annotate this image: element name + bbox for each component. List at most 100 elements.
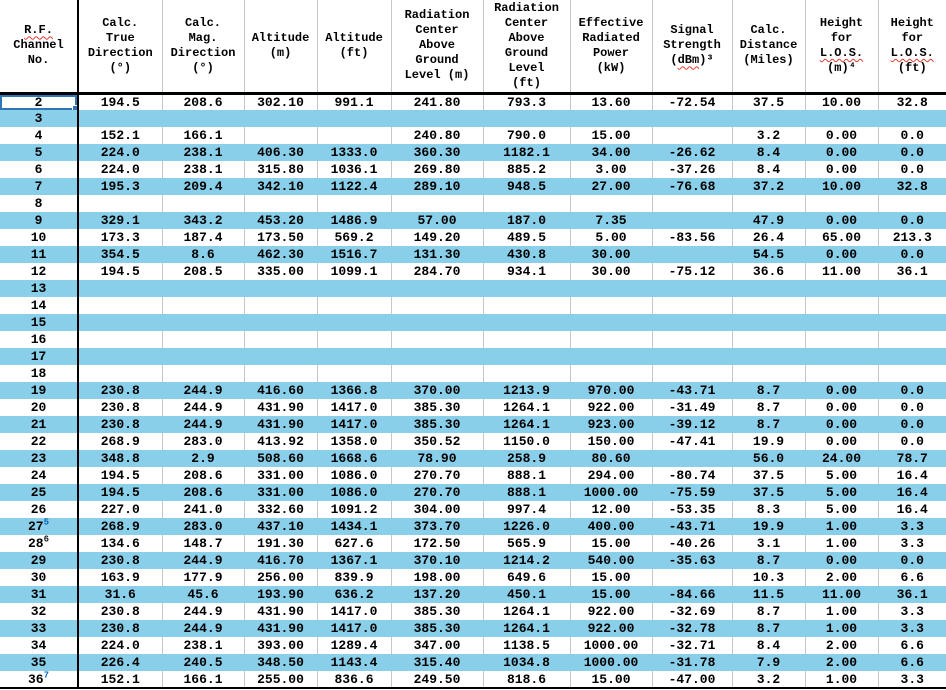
cell-altitude-ft[interactable]: 1036.1	[317, 161, 392, 178]
cell-signal-strength[interactable]	[652, 569, 733, 586]
cell-altitude-m[interactable]: 431.90	[244, 399, 318, 416]
cell-true-direction[interactable]	[78, 314, 163, 331]
cell-signal-strength[interactable]: -75.59	[652, 484, 733, 501]
cell-altitude-ft[interactable]: 636.2	[317, 586, 392, 603]
cell-los-m[interactable]: 0.00	[805, 127, 879, 144]
cell-rad-center-ft[interactable]: 649.6	[483, 569, 571, 586]
cell-erp-kw[interactable]: 294.00	[570, 467, 653, 484]
cell-erp-kw[interactable]	[570, 297, 653, 314]
cell-distance-miles[interactable]: 54.5	[732, 246, 806, 263]
cell-true-direction[interactable]: 230.8	[78, 620, 163, 637]
cell-mag-direction[interactable]: 208.5	[162, 263, 245, 280]
cell-signal-strength[interactable]: -35.63	[652, 552, 733, 569]
cell-signal-strength[interactable]: -53.35	[652, 501, 733, 518]
cell-signal-strength[interactable]: -31.49	[652, 399, 733, 416]
cell-channel[interactable]: 3	[0, 110, 79, 127]
cell-altitude-m[interactable]: 431.90	[244, 603, 318, 620]
cell-distance-miles[interactable]: 8.4	[732, 161, 806, 178]
cell-distance-miles[interactable]: 8.4	[732, 144, 806, 161]
cell-rad-center-m[interactable]: 315.40	[391, 654, 484, 671]
cell-altitude-ft[interactable]: 1417.0	[317, 620, 392, 637]
cell-channel[interactable]: 6	[0, 161, 79, 178]
cell-los-m[interactable]: 1.00	[805, 620, 879, 637]
cell-true-direction[interactable]: 194.5	[78, 93, 163, 110]
cell-rad-center-m[interactable]	[391, 314, 484, 331]
cell-distance-miles[interactable]: 7.9	[732, 654, 806, 671]
cell-los-m[interactable]: 0.00	[805, 212, 879, 229]
cell-distance-miles[interactable]	[732, 110, 806, 127]
cell-signal-strength[interactable]: -40.26	[652, 535, 733, 552]
cell-distance-miles[interactable]: 19.9	[732, 433, 806, 450]
cell-rad-center-ft[interactable]: 565.9	[483, 535, 571, 552]
cell-mag-direction[interactable]: 238.1	[162, 144, 245, 161]
col-header-rad-center-m[interactable]: Radiation Center Above Ground Level (m)	[391, 0, 484, 95]
cell-erp-kw[interactable]: 400.00	[570, 518, 653, 535]
cell-signal-strength[interactable]	[652, 246, 733, 263]
cell-altitude-ft[interactable]	[317, 348, 392, 365]
cell-channel[interactable]: 20	[0, 399, 79, 416]
cell-los-m[interactable]: 65.00	[805, 229, 879, 246]
cell-true-direction[interactable]: 224.0	[78, 144, 163, 161]
cell-rad-center-m[interactable]: 269.80	[391, 161, 484, 178]
cell-true-direction[interactable]: 224.0	[78, 161, 163, 178]
cell-mag-direction[interactable]: 283.0	[162, 518, 245, 535]
cell-altitude-ft[interactable]: 839.9	[317, 569, 392, 586]
cell-signal-strength[interactable]: -80.74	[652, 467, 733, 484]
cell-altitude-ft[interactable]: 1417.0	[317, 603, 392, 620]
cell-los-m[interactable]: 0.00	[805, 144, 879, 161]
cell-rad-center-m[interactable]: 370.00	[391, 382, 484, 399]
cell-rad-center-m[interactable]	[391, 365, 484, 382]
cell-distance-miles[interactable]: 47.9	[732, 212, 806, 229]
cell-mag-direction[interactable]	[162, 331, 245, 348]
cell-los-ft[interactable]: 0.0	[878, 144, 946, 161]
cell-signal-strength[interactable]	[652, 314, 733, 331]
cell-rad-center-ft[interactable]: 1264.1	[483, 399, 571, 416]
cell-distance-miles[interactable]: 8.7	[732, 382, 806, 399]
cell-channel[interactable]: 5	[0, 144, 79, 161]
cell-rad-center-ft[interactable]	[483, 280, 571, 297]
cell-erp-kw[interactable]	[570, 314, 653, 331]
cell-channel[interactable]: 18	[0, 365, 79, 382]
cell-channel[interactable]: 7	[0, 178, 79, 195]
cell-altitude-ft[interactable]: 1434.1	[317, 518, 392, 535]
cell-los-m[interactable]	[805, 297, 879, 314]
cell-altitude-ft[interactable]: 1358.0	[317, 433, 392, 450]
cell-rad-center-m[interactable]: 289.10	[391, 178, 484, 195]
cell-altitude-m[interactable]: 508.60	[244, 450, 318, 467]
cell-los-ft[interactable]: 16.4	[878, 467, 946, 484]
cell-channel[interactable]: 23	[0, 450, 79, 467]
col-header-los-m[interactable]: Height for L.O.S. (m)⁴	[805, 0, 879, 95]
cell-signal-strength[interactable]: -43.71	[652, 382, 733, 399]
cell-distance-miles[interactable]: 8.7	[732, 603, 806, 620]
cell-altitude-ft[interactable]: 627.6	[317, 535, 392, 552]
cell-mag-direction[interactable]: 208.6	[162, 484, 245, 501]
cell-altitude-m[interactable]: 462.30	[244, 246, 318, 263]
cell-rad-center-ft[interactable]: 1264.1	[483, 603, 571, 620]
col-header-altitude-ft[interactable]: Altitude (ft)	[317, 0, 392, 95]
cell-signal-strength[interactable]: -84.66	[652, 586, 733, 603]
cell-altitude-ft[interactable]: 1333.0	[317, 144, 392, 161]
cell-true-direction[interactable]	[78, 348, 163, 365]
cell-los-m[interactable]: 5.00	[805, 467, 879, 484]
col-header-los-ft[interactable]: Height for L.O.S. (ft)	[878, 0, 946, 95]
cell-mag-direction[interactable]: 244.9	[162, 552, 245, 569]
cell-true-direction[interactable]: 194.5	[78, 467, 163, 484]
cell-altitude-m[interactable]: 193.90	[244, 586, 318, 603]
cell-distance-miles[interactable]: 8.3	[732, 501, 806, 518]
cell-signal-strength[interactable]	[652, 110, 733, 127]
cell-signal-strength[interactable]: -76.68	[652, 178, 733, 195]
cell-channel[interactable]: 35	[0, 654, 79, 671]
cell-rad-center-ft[interactable]: 885.2	[483, 161, 571, 178]
cell-rad-center-ft[interactable]: 818.6	[483, 671, 571, 689]
cell-erp-kw[interactable]: 27.00	[570, 178, 653, 195]
cell-mag-direction[interactable]	[162, 297, 245, 314]
cell-true-direction[interactable]: 194.5	[78, 263, 163, 280]
cell-los-ft[interactable]: 0.0	[878, 416, 946, 433]
cell-rad-center-ft[interactable]: 790.0	[483, 127, 571, 144]
cell-erp-kw[interactable]: 7.35	[570, 212, 653, 229]
cell-channel[interactable]: 29	[0, 552, 79, 569]
cell-distance-miles[interactable]: 19.9	[732, 518, 806, 535]
cell-altitude-m[interactable]: 393.00	[244, 637, 318, 654]
cell-altitude-m[interactable]: 331.00	[244, 484, 318, 501]
cell-mag-direction[interactable]: 244.9	[162, 603, 245, 620]
